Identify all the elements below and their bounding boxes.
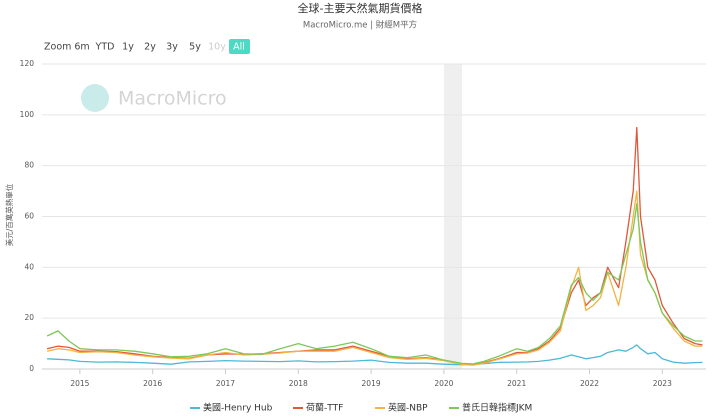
y-axis-label: 美元/百萬英熱單位 — [4, 183, 14, 246]
y-tick-label: 120 — [20, 59, 35, 68]
y-tick-label: 20 — [24, 313, 34, 322]
x-tick-label: 2018 — [289, 379, 308, 388]
zoom-label: Zoom — [44, 42, 71, 53]
x-tick-label: 2015 — [70, 379, 89, 388]
range-button[interactable]: 5y — [189, 42, 201, 53]
legend-label: 英國-NBP — [388, 402, 428, 414]
range-button[interactable]: 1y — [122, 42, 134, 53]
x-tick-label: 2023 — [653, 379, 672, 388]
x-tick-label: 2016 — [143, 379, 162, 388]
watermark: MacroMicro — [118, 88, 227, 110]
legend-label: 普氏日韓指標JKM — [462, 402, 532, 414]
y-tick-label: 60 — [24, 212, 34, 221]
range-button[interactable]: 3y — [166, 42, 178, 53]
y-tick-label: 0 — [29, 364, 34, 373]
y-tick-label: 100 — [20, 110, 35, 119]
range-button[interactable]: 2y — [144, 42, 156, 53]
range-button-bg — [229, 39, 250, 54]
range-button[interactable]: 6m — [74, 42, 89, 53]
y-tick-label: 80 — [24, 161, 34, 170]
x-tick-label: 2021 — [507, 379, 526, 388]
series-line — [46, 190, 703, 366]
range-button[interactable]: All — [233, 42, 245, 53]
x-tick-label: 2022 — [580, 379, 599, 388]
legend-label: 荷蘭-TTF — [306, 402, 343, 414]
chart-subtitle: MacroMicro.me | 財經M平方 — [303, 20, 417, 31]
y-tick-label: 40 — [24, 262, 34, 271]
range-button[interactable]: 10y — [208, 42, 226, 53]
x-tick-label: 2019 — [362, 379, 381, 388]
chart-title: 全球-主要天然氣期貨價格 — [298, 1, 423, 15]
watermark-icon — [81, 84, 109, 112]
x-tick-label: 2017 — [216, 379, 235, 388]
legend-label: 美國-Henry Hub — [203, 402, 273, 414]
range-button[interactable]: YTD — [95, 42, 115, 53]
x-tick-label: 2020 — [434, 379, 453, 388]
series-line — [46, 203, 703, 365]
